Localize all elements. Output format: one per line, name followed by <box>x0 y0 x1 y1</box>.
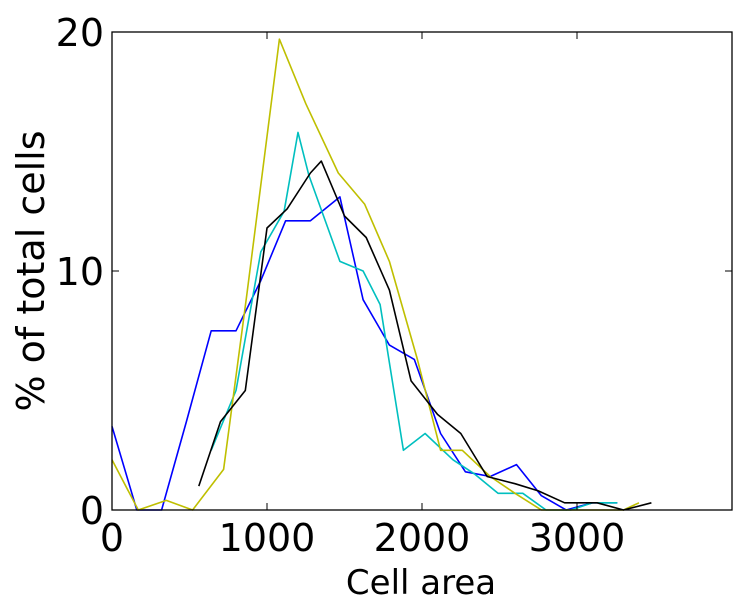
y-tick-label: 20 <box>56 11 104 55</box>
series-line-1 <box>111 196 618 511</box>
series-line-2 <box>210 131 618 511</box>
y-tick-label: 0 <box>80 489 104 533</box>
x-tick-label: 3000 <box>529 516 626 560</box>
ticks-layer: 0 1000 2000 3000 0 10 20 <box>56 11 732 560</box>
y-tick-label: 10 <box>56 250 104 294</box>
x-axis-label: Cell area <box>346 563 496 603</box>
series-line-4 <box>198 160 652 511</box>
series-line-3 <box>111 38 640 511</box>
x-tick-label: 2000 <box>374 516 471 560</box>
y-axis-label: % of total cells <box>9 130 53 411</box>
plot-frame <box>111 31 733 511</box>
x-tick-label: 1000 <box>219 516 316 560</box>
x-tick-label: 0 <box>100 516 124 560</box>
series-layer <box>111 38 652 511</box>
